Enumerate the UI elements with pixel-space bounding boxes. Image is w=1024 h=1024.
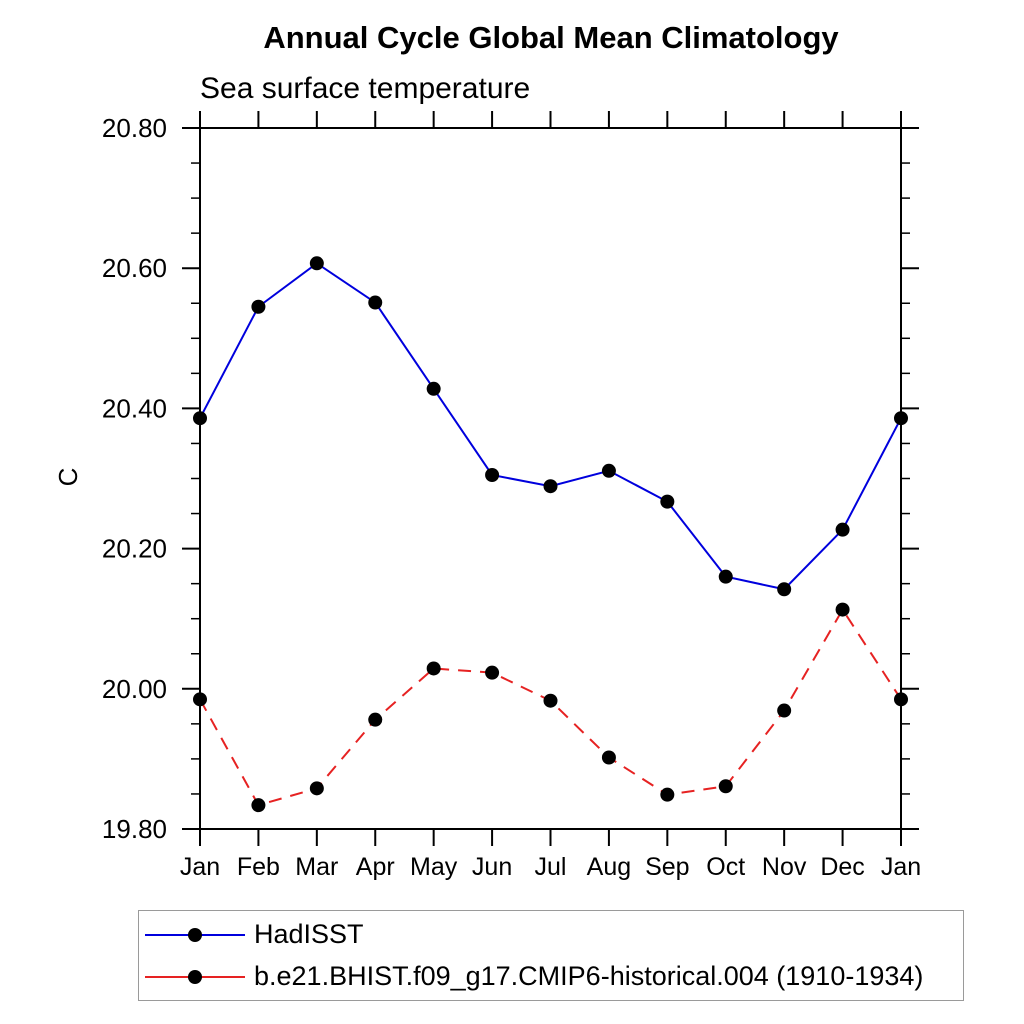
data-point-marker bbox=[543, 479, 558, 494]
y-tick-label: 20.20 bbox=[102, 534, 167, 564]
data-point-marker bbox=[368, 295, 383, 310]
x-tick-label: Dec bbox=[820, 853, 864, 881]
legend-label-hadisst: HadISST bbox=[254, 919, 364, 949]
y-tick-label: 20.80 bbox=[102, 113, 167, 143]
legend-item-hadisst: HadISST bbox=[139, 914, 963, 956]
data-point-marker bbox=[660, 494, 675, 509]
data-point-marker bbox=[485, 467, 500, 482]
legend-marker-dot bbox=[188, 927, 202, 942]
x-tick-label: Jul bbox=[535, 853, 567, 881]
y-axis-labels: 19.80 20.00 20.20 20.40 20.60 20.80 bbox=[102, 113, 167, 844]
x-tick-label: Apr bbox=[356, 853, 395, 881]
legend-marker-dot bbox=[188, 969, 202, 984]
legend-line-sample-solid bbox=[145, 927, 245, 942]
data-point-marker bbox=[777, 703, 792, 718]
legend-line-sample-dashed bbox=[145, 969, 245, 984]
x-tick-label: Jan bbox=[881, 853, 921, 881]
x-tick-label: Jan bbox=[180, 853, 220, 881]
data-point-marker bbox=[601, 750, 616, 765]
data-point-marker bbox=[543, 693, 558, 708]
data-point-marker bbox=[309, 256, 324, 271]
y-tick-label: 20.60 bbox=[102, 253, 167, 283]
data-point-marker bbox=[426, 381, 441, 396]
data-point-marker bbox=[835, 602, 850, 617]
data-point-marker bbox=[777, 582, 792, 597]
data-point-marker bbox=[718, 569, 733, 584]
y-tick-label: 19.80 bbox=[102, 814, 167, 844]
chart-title: Annual Cycle Global Mean Climatology bbox=[263, 20, 839, 55]
x-tick-label: Jun bbox=[472, 853, 512, 881]
data-point-marker bbox=[894, 411, 908, 426]
data-point-marker bbox=[251, 798, 266, 813]
series-1 bbox=[193, 602, 908, 813]
data-point-marker bbox=[835, 522, 850, 537]
data-point-marker bbox=[193, 692, 207, 707]
legend-item-model: b.e21.BHIST.f09_g17.CMIP6-historical.004… bbox=[139, 956, 963, 998]
x-tick-label: Aug bbox=[587, 853, 631, 881]
data-point-marker bbox=[309, 781, 324, 796]
data-point-marker bbox=[485, 665, 500, 680]
x-tick-label: Feb bbox=[237, 853, 280, 881]
series-0 bbox=[193, 256, 908, 597]
x-tick-label: Nov bbox=[762, 853, 807, 881]
x-tick-label: Oct bbox=[706, 853, 745, 881]
data-point-marker bbox=[601, 463, 616, 478]
legend-label-model: b.e21.BHIST.f09_g17.CMIP6-historical.004… bbox=[254, 961, 924, 991]
chart-subtitle: Sea surface temperature bbox=[200, 72, 531, 105]
data-point-marker bbox=[660, 787, 675, 802]
x-tick-label: Sep bbox=[645, 853, 689, 881]
y-tick-label: 20.40 bbox=[102, 393, 167, 423]
y-tick-label: 20.00 bbox=[102, 674, 167, 704]
series-line-0 bbox=[199, 262, 902, 591]
y-axis-ticks bbox=[182, 127, 919, 830]
data-point-marker bbox=[251, 299, 266, 314]
x-tick-label: Mar bbox=[295, 853, 338, 881]
data-point-marker bbox=[368, 712, 383, 727]
x-tick-label: May bbox=[410, 853, 458, 881]
data-point-marker bbox=[426, 661, 441, 676]
plot-frame bbox=[199, 127, 902, 830]
data-point-marker bbox=[718, 779, 733, 794]
legend: HadISST b.e21.BHIST.f09_g17.CMIP6-histor… bbox=[138, 910, 964, 1001]
x-axis-ticks bbox=[199, 111, 902, 846]
x-axis-labels: Jan Feb Mar Apr May Jun Jul Aug Sep Oct Nov Dec Jan bbox=[180, 853, 921, 881]
data-point-marker bbox=[193, 411, 207, 426]
data-point-marker bbox=[894, 692, 908, 707]
